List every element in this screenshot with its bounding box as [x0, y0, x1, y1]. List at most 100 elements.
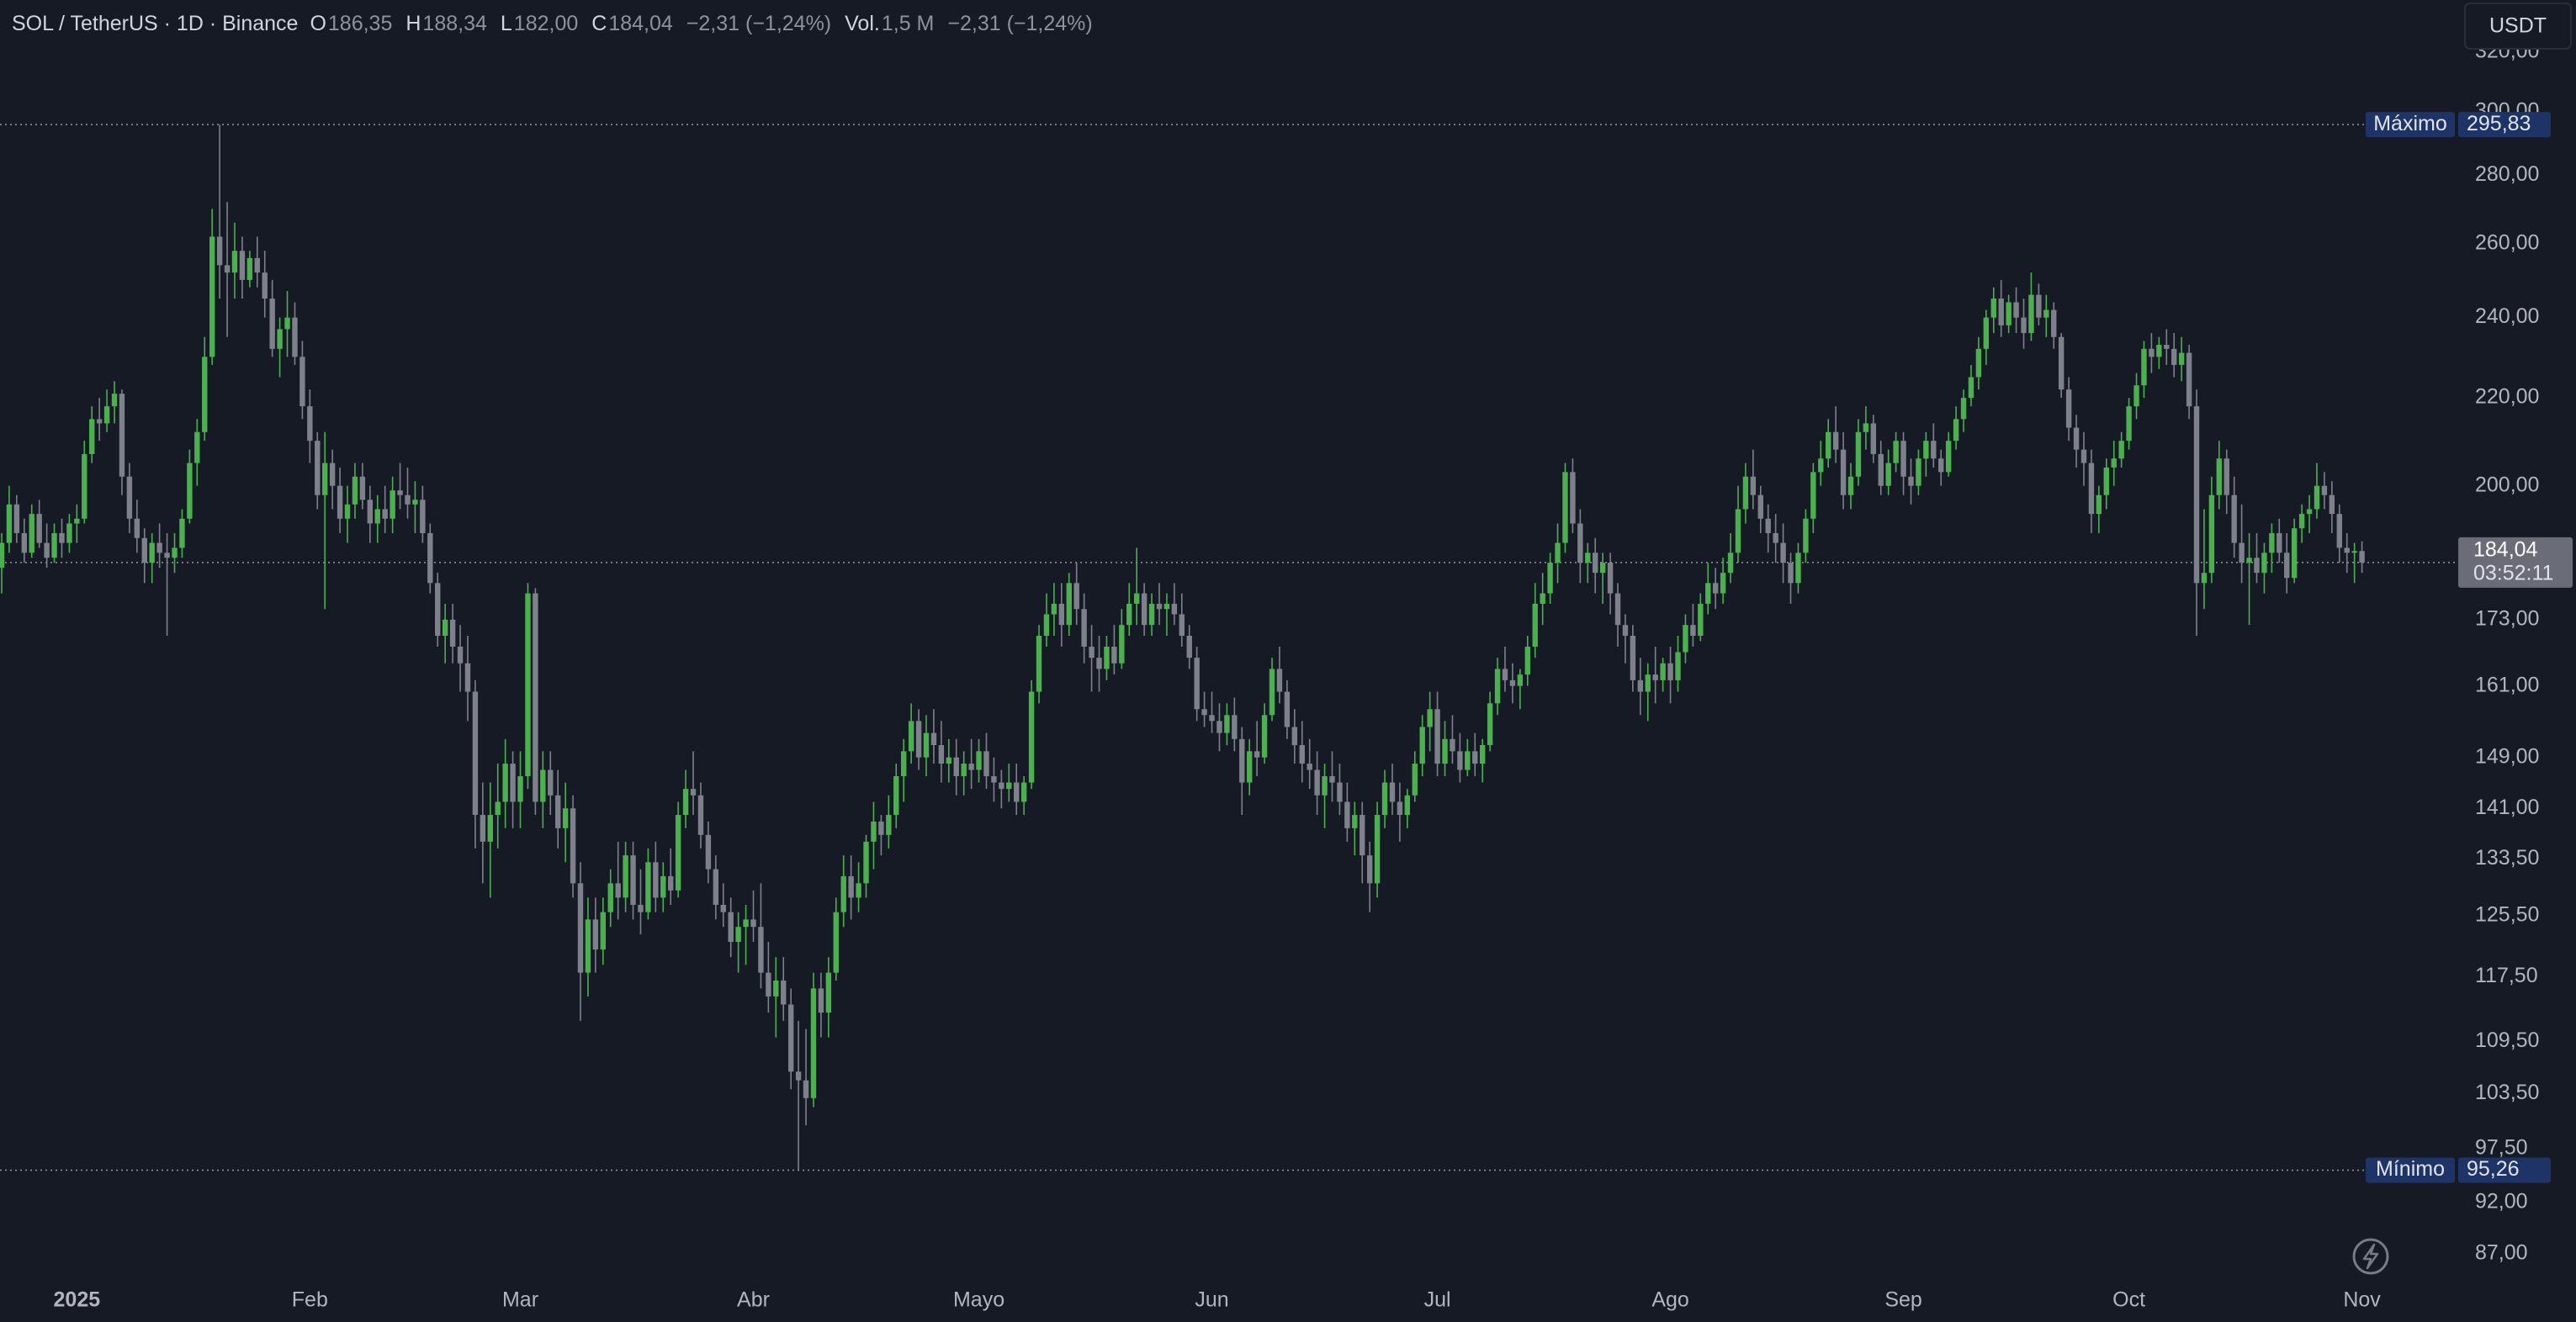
candle-body: [449, 619, 456, 647]
candle-body: [239, 251, 246, 280]
candle-body: [435, 583, 441, 636]
candle-body: [630, 855, 636, 905]
lightning-circle[interactable]: [2352, 1238, 2389, 1275]
candle-body: [1810, 472, 1816, 519]
candle-body: [758, 927, 764, 973]
candle-body: [623, 855, 628, 898]
candle-body: [2133, 385, 2139, 407]
candle-body: [976, 751, 982, 770]
candle-body: [930, 732, 937, 746]
candle-body: [1442, 738, 1448, 764]
candle-body: [2171, 348, 2177, 365]
candle-body: [382, 509, 388, 519]
candle-body: [1960, 398, 1967, 420]
candle-body: [164, 553, 170, 558]
candle-body: [600, 912, 606, 950]
y-tick-label: 87,00: [2475, 1241, 2528, 1265]
candle-body: [2186, 352, 2192, 407]
candle-body: [231, 251, 238, 273]
candle-body: [991, 775, 997, 783]
candle-body: [284, 317, 290, 330]
candle-body: [1675, 652, 1681, 680]
candle-body: [1878, 453, 1884, 486]
candle-body: [766, 972, 771, 997]
candle-body: [2344, 547, 2350, 553]
candle-body: [1975, 348, 1982, 378]
candle-body: [1931, 441, 1937, 459]
x-tick-label: Abr: [737, 1288, 770, 1312]
candle-body: [1555, 542, 1561, 563]
candle-body: [2291, 528, 2298, 579]
candle-body: [1247, 751, 1253, 783]
candle-body: [1457, 751, 1463, 770]
candle-body: [277, 329, 283, 349]
candle-body: [1156, 603, 1163, 610]
candle-body: [29, 514, 34, 553]
candle-body: [322, 463, 328, 495]
candle-body: [1712, 583, 1719, 594]
candle-body: [1855, 431, 1862, 477]
candle-body: [2156, 345, 2162, 357]
candle-body: [134, 518, 140, 538]
candle-body: [675, 815, 681, 891]
candle-body: [246, 257, 253, 280]
candle-body: [1795, 553, 1801, 584]
candle-body: [2277, 532, 2282, 553]
candle-body: [0, 542, 5, 568]
plot-area: [0, 124, 2457, 1171]
lightning-button[interactable]: [2352, 1238, 2389, 1275]
candle-body: [2193, 406, 2200, 584]
candle-body: [878, 821, 884, 835]
candle-body: [682, 789, 689, 816]
candle-body: [540, 769, 546, 802]
candle-body: [224, 265, 231, 273]
button-frame[interactable]: [2464, 3, 2572, 50]
candle-body: [1577, 523, 1583, 563]
candle-body: [262, 272, 268, 299]
legend-volume-change: −2,31 (−1,24%): [947, 12, 1092, 35]
candle-body: [961, 764, 967, 776]
candle-body: [818, 988, 824, 1013]
candle-body: [1517, 674, 1524, 686]
candle-body: [442, 619, 448, 636]
lightning-icon[interactable]: [2362, 1243, 2379, 1270]
candle-body: [1427, 709, 1433, 727]
candle-body: [1742, 476, 1749, 510]
candle-body: [1051, 603, 1057, 615]
candle-body: [1547, 563, 1553, 594]
x-tick-label: Jun: [1195, 1288, 1228, 1312]
candle-body: [89, 419, 95, 454]
candle-body: [2246, 558, 2252, 563]
candle-body: [59, 532, 65, 543]
candle-body: [2314, 485, 2320, 510]
candle-body: [1923, 441, 1929, 459]
candle-body: [1885, 463, 1891, 486]
candle-body: [1472, 751, 1478, 764]
candle-body: [2329, 494, 2335, 515]
legend-key: O: [310, 12, 326, 35]
candle-body: [1028, 691, 1035, 783]
candle-body: [2036, 294, 2042, 318]
candle-body: [427, 532, 433, 584]
candle-body: [517, 775, 523, 802]
candle-body: [592, 919, 599, 950]
candle-body: [2321, 485, 2328, 495]
candle-body: [938, 745, 945, 764]
candle-body: [1201, 709, 1207, 716]
candle-body: [36, 514, 42, 543]
candle-body: [1081, 609, 1087, 647]
button-label[interactable]: USDT: [2489, 14, 2547, 38]
candle-body: [548, 769, 554, 796]
candle-body: [315, 441, 321, 495]
currency-button[interactable]: USDT: [2464, 3, 2572, 50]
candle-body: [21, 532, 28, 553]
symbol-legend: SOL / TetherUS · 1D · Binance O186,35 H188…: [12, 12, 1093, 35]
min-label: Mínimo: [2376, 1157, 2445, 1181]
y-tick-label: 173,00: [2475, 606, 2539, 630]
candle-body: [2254, 558, 2260, 574]
candle-body: [352, 476, 358, 505]
candle-body: [735, 927, 741, 943]
candle-body: [983, 751, 989, 776]
candle-body: [886, 815, 892, 835]
candle-body: [2231, 494, 2237, 543]
